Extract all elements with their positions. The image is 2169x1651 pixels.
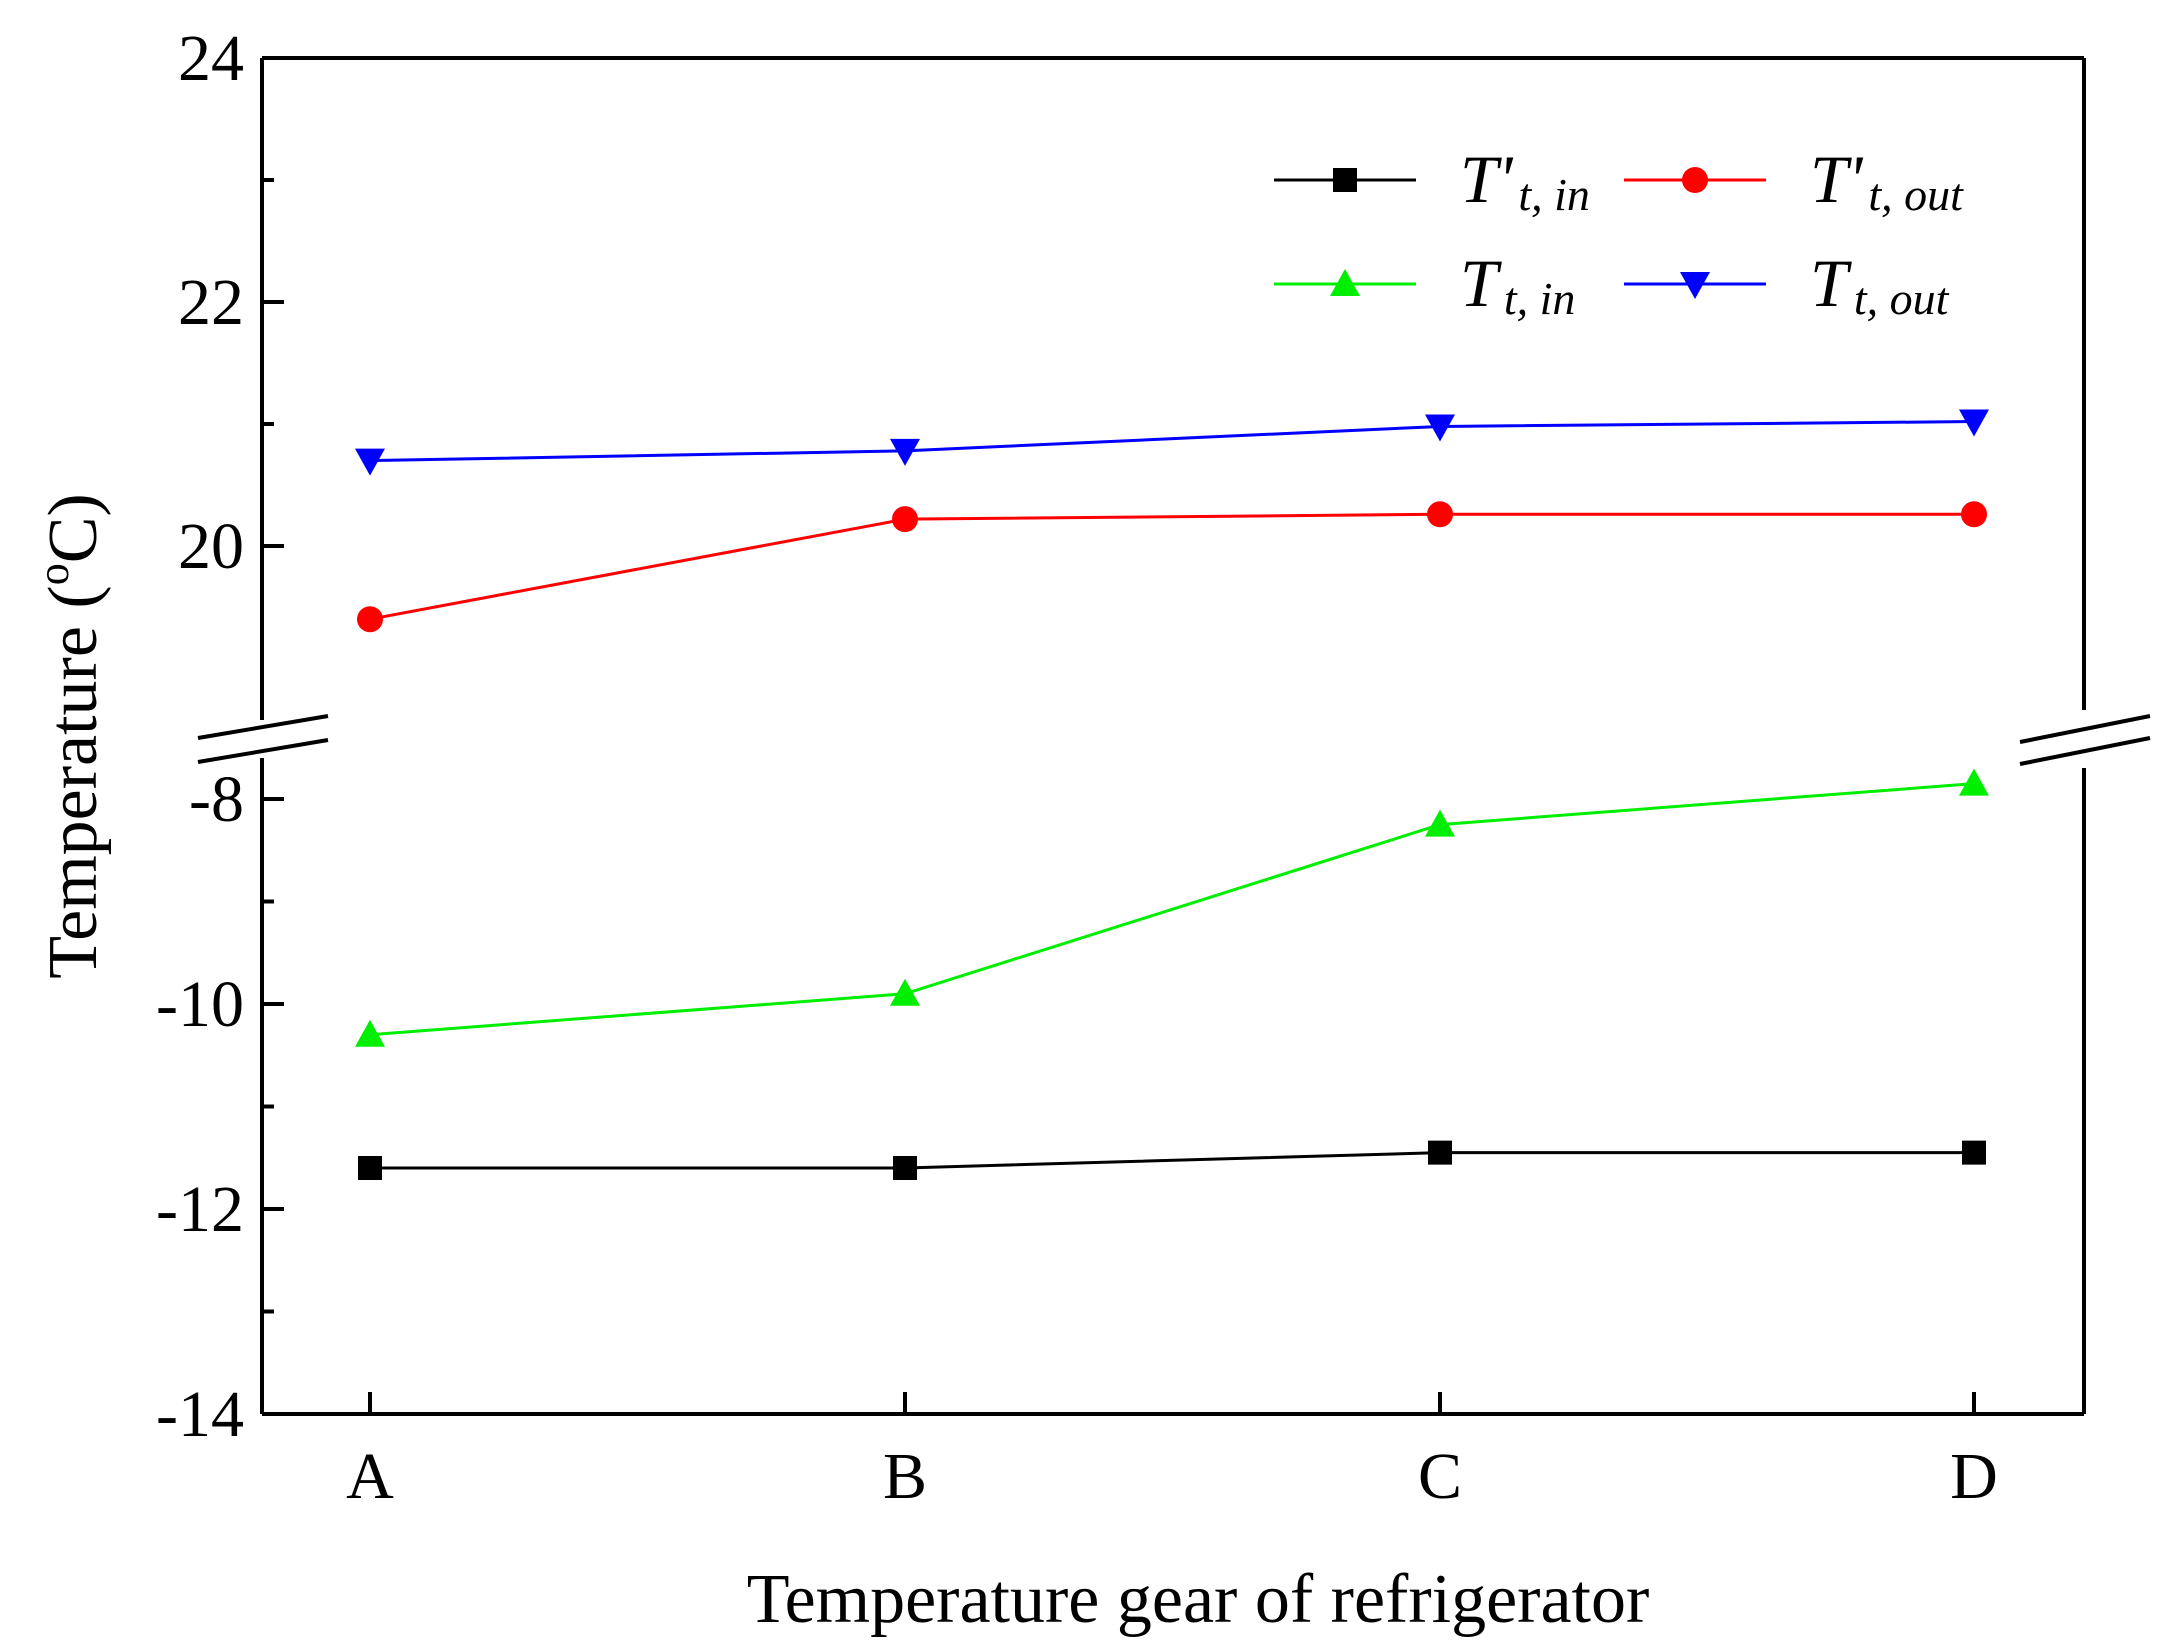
legend-label-main: T: [1460, 245, 1502, 321]
y-tick-label: -14: [156, 1378, 244, 1451]
data-point-t_in: [1425, 809, 1455, 837]
data-point-t_in: [890, 978, 920, 1006]
axis-break-left-line-2: [197, 738, 329, 764]
series-layer: [355, 409, 1989, 1180]
data-point-t_out: [1959, 409, 1989, 437]
data-point-tp_in: [1962, 1140, 1986, 1165]
legend-label-sub: t, out: [1868, 169, 1964, 220]
y-tick-label: 20: [178, 510, 244, 583]
series-t_in: [355, 768, 1989, 1047]
x-tick-label: C: [1418, 1440, 1462, 1513]
y-axis-title-main: Temperature (: [35, 585, 112, 978]
series-tp_out: [357, 501, 1987, 633]
series-line-t_out: [369, 420, 1975, 463]
legend-label-sub: t, out: [1854, 273, 1950, 324]
legend-marker-tp_out: [1682, 167, 1708, 193]
data-point-tp_out: [1961, 501, 1987, 528]
y-tick-label: -10: [156, 968, 244, 1041]
data-point-tp_in: [1428, 1140, 1452, 1165]
legend-label-sub: t, in: [1504, 273, 1576, 324]
legend-label-tp_in: T' t, in: [1460, 141, 1590, 220]
data-point-tp_in: [358, 1156, 382, 1180]
data-point-tp_out: [892, 506, 918, 533]
axis-break-right-line-1: [2019, 714, 2151, 744]
series-line-tp_out: [369, 512, 1974, 621]
legend-item-tp_out: T' t, out: [1624, 141, 1964, 220]
series-tp_in: [358, 1140, 1986, 1180]
plot-frame: [260, 56, 2086, 1416]
axis-break-right-line-2: [2019, 736, 2151, 766]
legend-label-sub: t, in: [1518, 169, 1590, 220]
data-point-t_out: [890, 438, 920, 466]
y-axis-title-unit: C): [35, 493, 112, 563]
x-tick-label: B: [883, 1440, 927, 1513]
series-t_out: [355, 409, 1989, 476]
y-tick-label: 22: [178, 266, 244, 339]
x-axis-title: Temperature gear of refrigerator: [747, 1561, 1650, 1638]
legend-item-tp_in: T' t, in: [1274, 141, 1590, 220]
data-point-t_out: [355, 448, 385, 476]
data-point-tp_in: [893, 1156, 917, 1180]
y-tick-label: 24: [178, 22, 244, 95]
x-tick-label: D: [1950, 1440, 1998, 1513]
legend-marker-tp_in: [1333, 168, 1357, 192]
axis-break-right: [2019, 714, 2151, 766]
data-point-tp_out: [357, 606, 383, 633]
legend-label-tp_out: T' t, out: [1810, 141, 1964, 220]
axis-break-left-line-1: [197, 714, 329, 740]
x-tick-label: A: [346, 1440, 394, 1513]
y-axis-title: Temperature (oC): [29, 493, 112, 978]
data-point-tp_out: [1427, 501, 1453, 528]
legend-label-main: T: [1810, 245, 1852, 321]
data-point-t_in: [1959, 768, 1989, 796]
series-line-tp_in: [370, 1151, 1974, 1170]
data-point-t_out: [1425, 414, 1455, 442]
y-tick-label: -8: [189, 763, 244, 836]
legend-marker-t_out: [1680, 272, 1710, 299]
legend-label-main: T': [1810, 141, 1864, 217]
y-tick-label: -12: [156, 1173, 244, 1246]
axis-break-left: [197, 714, 329, 764]
legend-label-main: T': [1460, 141, 1514, 217]
tick-marks: [262, 56, 1976, 1416]
tick-labels: 20 22 24 -14 -12 -10 -8 A B C D: [156, 22, 1998, 1513]
y-axis-title-degree: o: [29, 563, 78, 585]
legend-marker-t_in: [1330, 269, 1360, 296]
series-line-t_in: [369, 782, 1975, 1037]
data-point-t_in: [355, 1019, 385, 1047]
